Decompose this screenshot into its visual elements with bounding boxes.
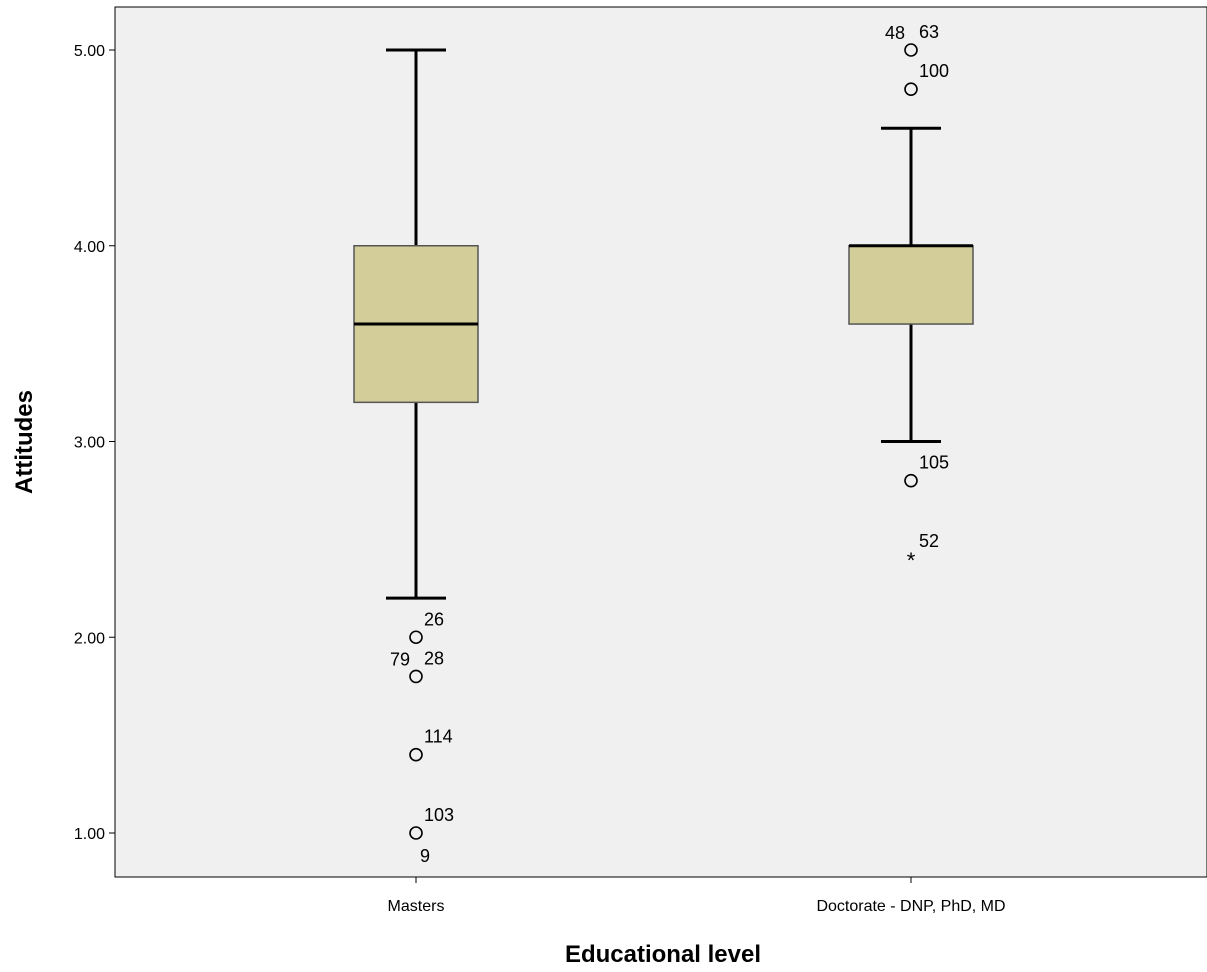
- outlier-label: 79: [390, 649, 410, 669]
- y-axis-title: Attitudes: [11, 390, 38, 494]
- y-tick-label: 5.00: [74, 43, 105, 60]
- iqr-box: [848, 245, 974, 325]
- outlier-marker: [409, 826, 423, 840]
- outlier-label: 103: [424, 805, 454, 825]
- box-group: 26 79 28 114 103 9: [353, 48, 479, 866]
- outlier-label: 48: [885, 23, 905, 43]
- x-axis: Masters Doctorate - DNP, PhD, MD: [388, 877, 1006, 915]
- y-axis: 1.00 2.00 3.00 4.00 5.00: [74, 43, 115, 843]
- x-tick-label: Masters: [388, 898, 445, 915]
- y-tick-label: 4.00: [74, 239, 105, 256]
- outlier-marker: [409, 747, 423, 762]
- extreme-outlier-marker: *: [907, 548, 916, 573]
- outlier-marker: [904, 43, 918, 57]
- outlier-label: 9: [420, 846, 430, 866]
- outlier-label: 28: [424, 648, 444, 668]
- outlier-label: 105: [919, 453, 949, 473]
- x-axis-title: Educational level: [565, 941, 761, 968]
- y-tick-label: 3.00: [74, 435, 105, 452]
- outlier-marker: [904, 82, 918, 96]
- outlier-label: 63: [919, 22, 939, 42]
- boxes: 26 79 28 114 103 9 48 63 100 105 *52: [353, 22, 974, 866]
- outlier-marker: [904, 473, 918, 488]
- box-group: 48 63 100 105 *52: [848, 22, 974, 573]
- outlier-label: 26: [424, 609, 444, 629]
- outlier-label: 52: [919, 531, 939, 551]
- y-tick-label: 2.00: [74, 630, 105, 647]
- outlier-label: 114: [424, 727, 453, 747]
- y-tick-label: 1.00: [74, 826, 105, 843]
- outlier-marker: [409, 669, 423, 684]
- outlier-marker: [409, 630, 423, 645]
- x-tick-label: Doctorate - DNP, PhD, MD: [816, 898, 1005, 915]
- outlier-label: 100: [919, 61, 949, 81]
- plot-area: [114, 6, 1207, 878]
